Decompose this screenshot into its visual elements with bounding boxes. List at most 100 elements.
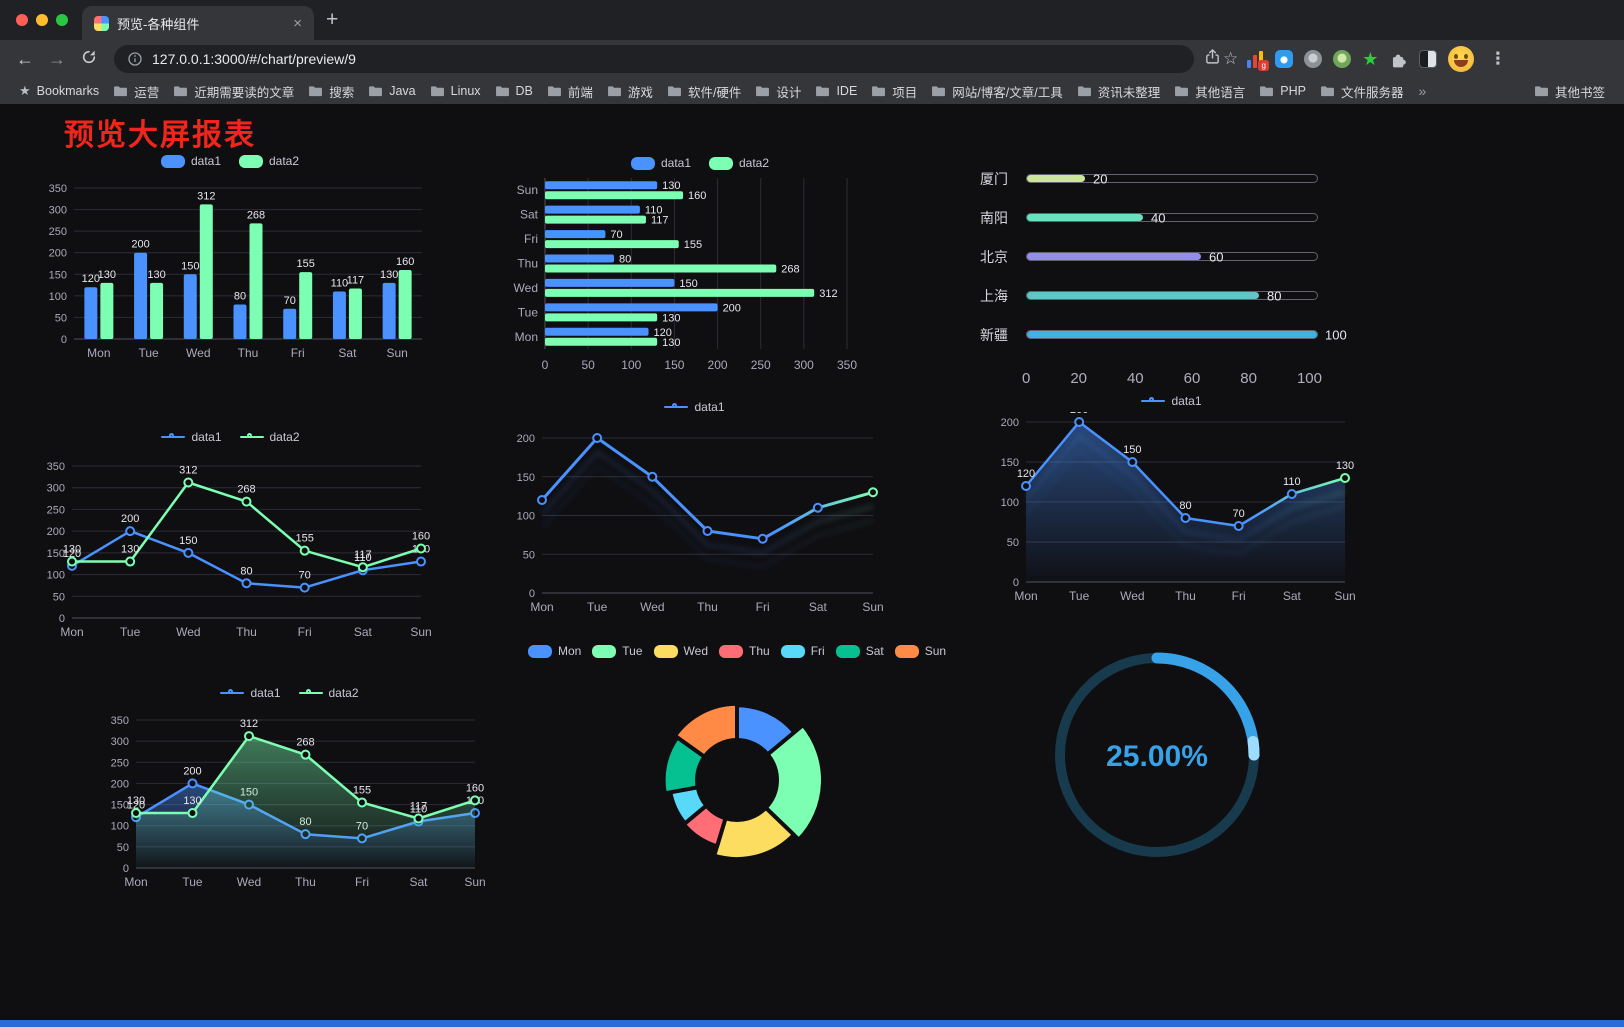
- bookmark-folder[interactable]: IDE: [808, 80, 864, 102]
- gray-extension-icon[interactable]: [1304, 50, 1323, 68]
- progress-track[interactable]: 100: [1026, 327, 1347, 342]
- svg-text:Fri: Fri: [1232, 589, 1246, 603]
- forward-button[interactable]: →: [48, 48, 66, 69]
- legend-item[interactable]: Fri: [780, 644, 825, 658]
- new-tab-button[interactable]: +: [326, 8, 339, 31]
- svg-text:50: 50: [117, 842, 129, 854]
- svg-text:200: 200: [111, 778, 129, 790]
- grouped-bar-svg[interactable]: 0 50 100 150 200 250 300 350 Mon Tue Wed Thu Fri Sat S…: [30, 172, 430, 367]
- share-button[interactable]: [1204, 48, 1221, 70]
- bookmark-folders: 运营 近期需要读的文章 搜索 Java Linux DB 前端 游戏 软件/硬件 设计 IDE 项目 网…: [106, 80, 1410, 102]
- svg-text:100: 100: [49, 291, 67, 303]
- minimize-window-button[interactable]: [36, 14, 48, 26]
- legend-item[interactable]: data2: [239, 430, 300, 444]
- green-star-extension-icon[interactable]: ★: [1362, 49, 1379, 69]
- other-bookmarks[interactable]: 其他书签: [1527, 80, 1612, 102]
- legend-item[interactable]: Tue: [592, 644, 643, 658]
- rose-donut-svg[interactable]: [542, 662, 932, 912]
- bookmark-folder[interactable]: Java: [361, 80, 422, 102]
- bookmark-folder[interactable]: 网站/博客/文章/工具: [924, 80, 1069, 102]
- url-bar[interactable]: 127.0.0.1:3000/#/chart/preview/9: [114, 45, 1194, 73]
- legend-item[interactable]: data1: [630, 156, 691, 170]
- progress-track[interactable]: 20: [1026, 171, 1318, 186]
- share-icon: [1206, 49, 1219, 64]
- legend-item[interactable]: data1: [220, 686, 281, 700]
- svg-text:312: 312: [240, 718, 258, 730]
- line-two-series-svg[interactable]: 0 50 100 150 200 250 300 350 Mon Tue Wed Thu Fri Sat S…: [28, 448, 433, 648]
- svg-text:130: 130: [1336, 460, 1354, 472]
- axis-tick-label: 100: [1296, 370, 1322, 387]
- browser-menu-icon[interactable]: ⋮: [1489, 49, 1507, 68]
- bookmark-folder[interactable]: Linux: [423, 80, 488, 102]
- legend-item[interactable]: data2: [298, 686, 359, 700]
- legend-item[interactable]: data1: [160, 154, 221, 168]
- bookmarks-root[interactable]: ★ Bookmarks: [12, 80, 106, 102]
- svg-text:0: 0: [123, 863, 129, 875]
- bookmark-folder[interactable]: 前端: [540, 80, 600, 102]
- legend-item[interactable]: data1: [161, 430, 222, 444]
- progress-track[interactable]: 40: [1026, 210, 1318, 225]
- bookmark-folder[interactable]: 运营: [106, 80, 166, 102]
- svg-text:130: 130: [662, 337, 680, 349]
- svg-text:0: 0: [542, 358, 549, 372]
- gradient-line-svg[interactable]: 0 50 100 150 200 Mon Tue Wed Thu Fri Sat Sun: [502, 418, 887, 623]
- bookmark-star-button[interactable]: ☆: [1223, 49, 1239, 68]
- back-button[interactable]: ←: [16, 48, 34, 69]
- bookmark-folder[interactable]: 游戏: [600, 80, 660, 102]
- legend-item[interactable]: Wed: [653, 644, 708, 658]
- progress-track[interactable]: 60: [1026, 249, 1318, 264]
- extensions-area: g ★ ⋮: [1240, 46, 1516, 72]
- progress-fill: [1027, 331, 1317, 338]
- bookmark-folder[interactable]: 其他语言: [1167, 80, 1252, 102]
- site-info-icon[interactable]: [127, 51, 143, 67]
- ring-progress-svg[interactable]: 25.00%: [1040, 642, 1275, 877]
- bookmark-folder[interactable]: PHP: [1252, 80, 1313, 102]
- legend-label: data1: [694, 400, 725, 414]
- axis-tick-label: 0: [1022, 370, 1031, 387]
- zoom-window-button[interactable]: [56, 14, 68, 26]
- bookmark-folder[interactable]: 近期需要读的文章: [166, 80, 301, 102]
- area-line-svg[interactable]: 0 50 100 150 200 Mon Tue Wed Thu Fri Sat Sun 120 200 1…: [984, 404, 1359, 612]
- folder-icon: [607, 86, 621, 97]
- bottom-accent-bar: [0, 1020, 1624, 1027]
- legend-label: data1: [250, 686, 281, 700]
- legend-item[interactable]: data2: [239, 154, 299, 168]
- svg-text:Mon: Mon: [515, 330, 538, 344]
- legend-item[interactable]: data1: [664, 400, 725, 414]
- bookmark-folder[interactable]: 设计: [748, 80, 808, 102]
- legend-item[interactable]: Thu: [719, 644, 770, 658]
- bookmark-folder[interactable]: 资讯未整理: [1070, 80, 1168, 102]
- legend-item[interactable]: data2: [709, 156, 769, 170]
- svg-text:250: 250: [751, 358, 771, 372]
- browser-tab[interactable]: 预览-各种组件 ×: [82, 6, 314, 40]
- extensions-puzzle-icon[interactable]: [1389, 50, 1408, 69]
- progress-row: 北京 60: [980, 237, 1380, 276]
- green-extension-icon[interactable]: [1333, 50, 1352, 68]
- legend-item[interactable]: data1: [1141, 394, 1202, 408]
- bookmarks-overflow-chevron[interactable]: »: [1418, 83, 1427, 99]
- blue-extension-icon[interactable]: [1275, 50, 1294, 68]
- reload-button[interactable]: [74, 49, 104, 70]
- bookmark-folder[interactable]: 搜索: [301, 80, 361, 102]
- tab-close-icon[interactable]: ×: [293, 14, 302, 32]
- svg-text:300: 300: [794, 358, 814, 372]
- legend-item[interactable]: Sun: [894, 644, 946, 658]
- profile-avatar[interactable]: [1448, 46, 1475, 72]
- svg-text:Sat: Sat: [1283, 589, 1302, 603]
- bookmark-folder[interactable]: DB: [488, 80, 540, 102]
- two-series-area-svg[interactable]: 0 50 100 150 200 250 300 350 Mon Tue Wed Thu Fri Sat S…: [92, 704, 487, 904]
- legend-item[interactable]: Sat: [835, 644, 884, 658]
- folder-icon: [495, 86, 509, 97]
- theme-toggle-icon[interactable]: [1419, 50, 1438, 68]
- bookmark-folder[interactable]: 文件服务器: [1313, 80, 1411, 102]
- legend-item[interactable]: Mon: [527, 644, 581, 658]
- bookmark-folder-label: 网站/博客/文章/工具: [952, 85, 1063, 100]
- progress-track[interactable]: 80: [1026, 288, 1318, 303]
- svg-text:Sat: Sat: [354, 625, 373, 639]
- close-window-button[interactable]: [16, 14, 28, 26]
- bookmark-folder[interactable]: 软件/硬件: [660, 80, 748, 102]
- svg-text:150: 150: [49, 269, 67, 281]
- stats-extension-icon[interactable]: g: [1246, 50, 1270, 71]
- bookmark-folder[interactable]: 项目: [864, 80, 924, 102]
